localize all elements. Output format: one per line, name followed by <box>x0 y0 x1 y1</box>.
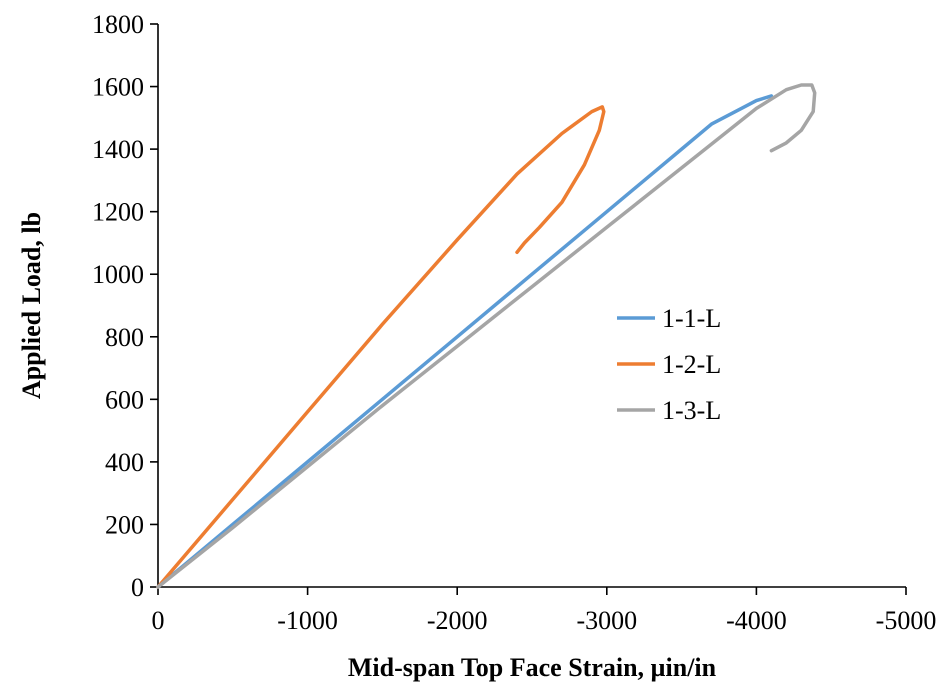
y-tick-label: 800 <box>105 323 144 352</box>
y-ticks: 0 200 400 600 800 1000 1200 1400 1600 1800 <box>92 10 158 602</box>
x-tick-label: -1000 <box>277 606 338 635</box>
series-line-1-3-L <box>156 83 817 589</box>
y-tick-label: 1600 <box>92 73 144 102</box>
y-tick-label: 1000 <box>92 260 144 289</box>
y-tick-label: 1800 <box>92 10 144 39</box>
series-group <box>156 83 817 589</box>
x-tick-label: -4000 <box>726 606 787 635</box>
x-axis-title: Mid-span Top Face Strain, µin/in <box>348 653 717 682</box>
legend-label: 1-2-L <box>662 350 721 379</box>
series-line-1-2-L <box>156 105 606 589</box>
y-tick-label: 0 <box>131 573 144 602</box>
x-tick-label: 0 <box>152 606 165 635</box>
series-line-1-1-L <box>156 94 774 589</box>
axes <box>157 24 906 588</box>
x-ticks: 0 -1000 -2000 -3000 -4000 -5000 <box>152 587 937 635</box>
legend-label: 1-3-L <box>662 396 721 425</box>
x-tick-label: -5000 <box>876 606 937 635</box>
x-tick-label: -2000 <box>427 606 488 635</box>
y-tick-label: 1400 <box>92 135 144 164</box>
y-tick-label: 400 <box>105 448 144 477</box>
legend: 1-1-L 1-2-L 1-3-L <box>617 304 721 425</box>
y-tick-label: 600 <box>105 385 144 414</box>
y-axis-title: Applied Load, lb <box>17 212 46 399</box>
legend-label: 1-1-L <box>662 304 721 333</box>
y-tick-label: 200 <box>105 510 144 539</box>
y-tick-label: 1200 <box>92 198 144 227</box>
x-tick-label: -3000 <box>576 606 637 635</box>
